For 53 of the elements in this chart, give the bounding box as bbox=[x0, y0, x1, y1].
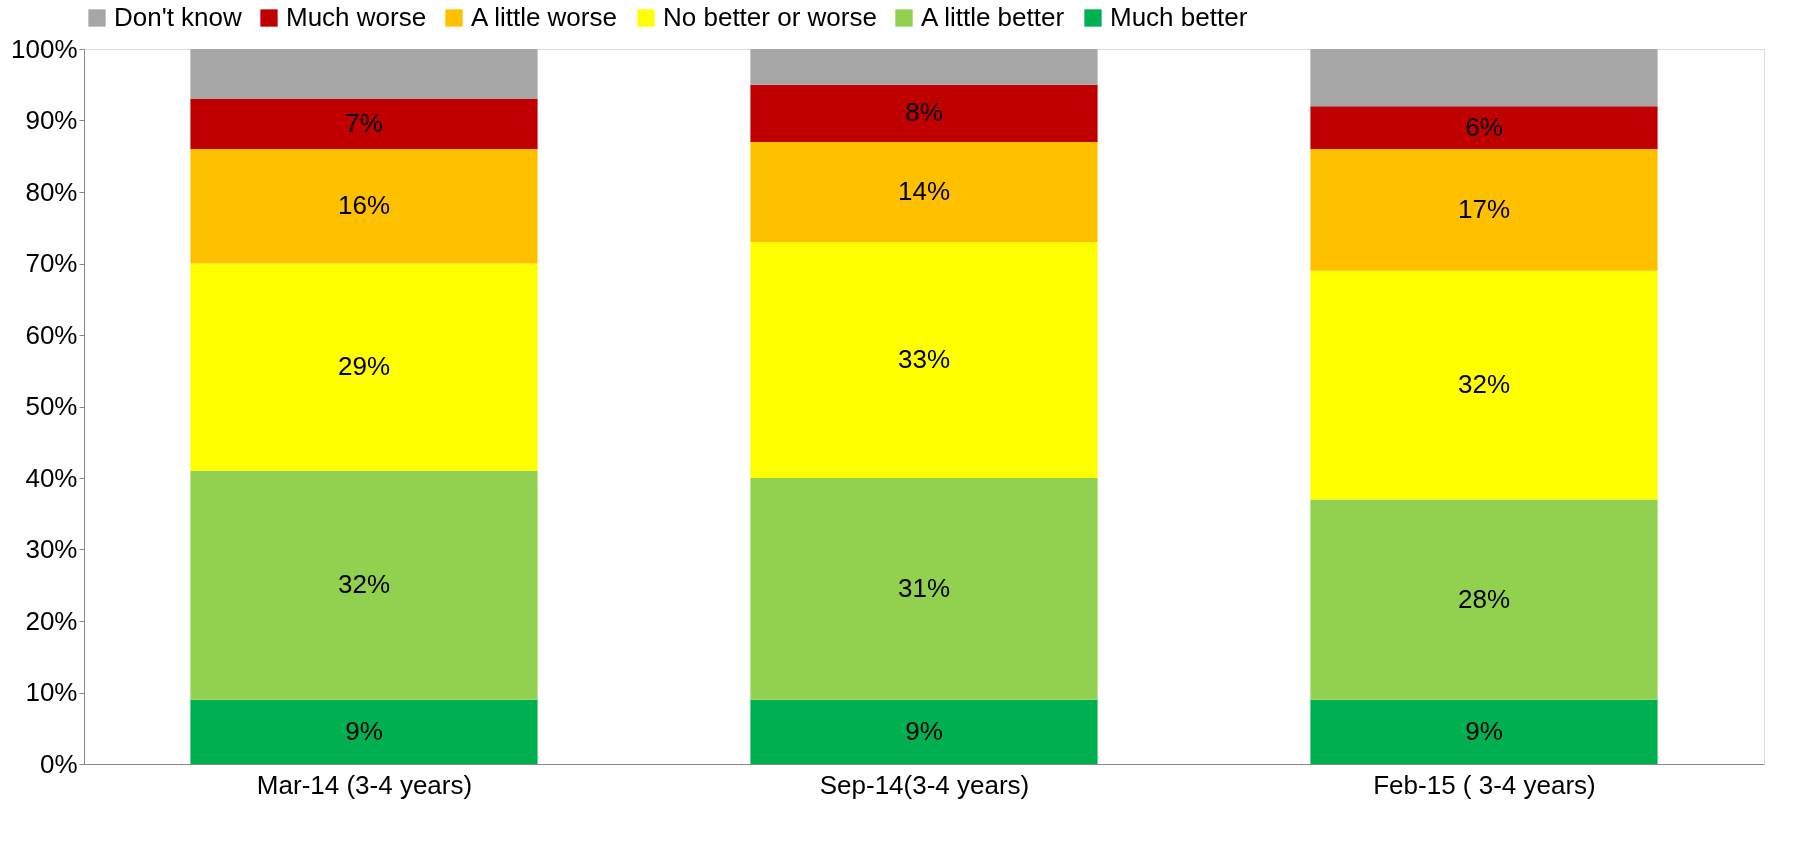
y-tick-label: 40% bbox=[25, 462, 78, 493]
bar bbox=[190, 99, 538, 150]
data-label: 8% bbox=[905, 97, 943, 128]
bar bbox=[1310, 106, 1658, 150]
x-tick-label: Feb-15 ( 3-4 years) bbox=[1373, 769, 1596, 800]
bar bbox=[190, 470, 538, 700]
bar bbox=[750, 49, 1098, 85]
x-tick-label: Mar-14 (3-4 years) bbox=[256, 769, 473, 800]
data-label: 31% bbox=[897, 572, 951, 603]
y-tick-label: 70% bbox=[25, 248, 78, 278]
data-label: 6% bbox=[1465, 111, 1503, 142]
legend-label: A little better bbox=[921, 2, 1065, 32]
bar bbox=[750, 141, 1098, 243]
bar bbox=[750, 242, 1098, 478]
y-tick-label: 0% bbox=[39, 748, 78, 779]
data-label: 14% bbox=[897, 176, 951, 206]
bar bbox=[190, 149, 538, 264]
legend-label: A little worse bbox=[471, 2, 617, 32]
data-label: 32% bbox=[337, 569, 391, 600]
data-label: 17% bbox=[1457, 193, 1511, 224]
legend-label: No better or worse bbox=[663, 2, 877, 32]
data-label: 16% bbox=[337, 190, 391, 221]
data-label: 33% bbox=[897, 344, 951, 375]
data-label: 9% bbox=[345, 715, 383, 746]
data-label: 28% bbox=[1457, 583, 1511, 614]
legend-label: Don't know bbox=[114, 2, 243, 32]
legend-label: Much worse bbox=[286, 2, 427, 32]
data-label: 9% bbox=[905, 715, 943, 746]
y-tick-label: 20% bbox=[25, 605, 78, 636]
y-tick-label: 80% bbox=[25, 176, 78, 207]
bar bbox=[750, 699, 1098, 764]
bar bbox=[1310, 499, 1658, 700]
bar bbox=[190, 263, 538, 471]
data-label: 9% bbox=[1465, 715, 1503, 746]
data-label: 29% bbox=[337, 351, 391, 382]
data-label: 7% bbox=[345, 108, 383, 139]
y-tick-label: 100% bbox=[11, 33, 78, 64]
bar bbox=[750, 84, 1098, 142]
y-tick-label: 90% bbox=[25, 105, 78, 135]
bar bbox=[750, 478, 1098, 700]
y-tick-label: 60% bbox=[25, 319, 78, 350]
data-label: 32% bbox=[1457, 369, 1511, 400]
y-tick-label: 30% bbox=[25, 534, 78, 564]
bar bbox=[1310, 270, 1658, 500]
bar bbox=[1310, 699, 1658, 764]
bar bbox=[1310, 49, 1658, 107]
x-tick-label: Sep-14(3-4 years) bbox=[819, 769, 1030, 800]
y-tick-label: 10% bbox=[25, 677, 78, 707]
bar bbox=[190, 699, 538, 764]
bar bbox=[190, 49, 538, 100]
y-tick-label: 50% bbox=[25, 391, 78, 421]
bar bbox=[1310, 149, 1658, 271]
legend-label: Much better bbox=[1110, 2, 1248, 32]
